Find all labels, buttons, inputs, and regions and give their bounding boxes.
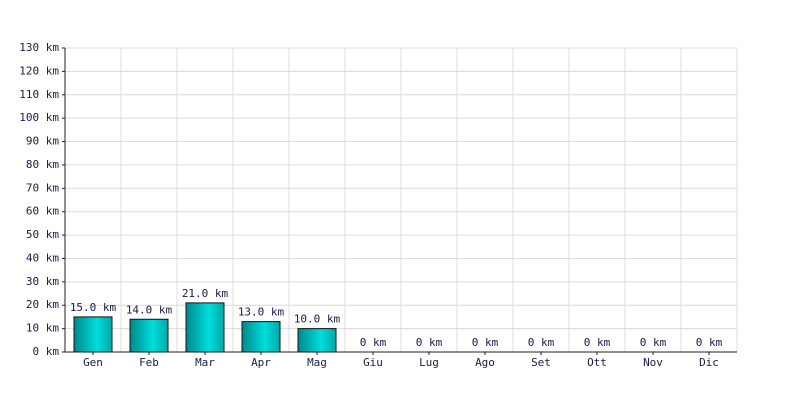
value-label: 0 km — [472, 336, 499, 349]
value-label: 0 km — [528, 336, 555, 349]
x-tick-label: Feb — [139, 356, 159, 369]
y-tick-label: 110 km — [19, 88, 59, 101]
y-tick-label: 90 km — [26, 135, 59, 148]
value-label: 0 km — [360, 336, 387, 349]
bar — [185, 302, 225, 353]
x-tick-label: Set — [531, 356, 551, 369]
y-tick-label: 120 km — [19, 64, 59, 77]
x-tick-label: Mag — [307, 356, 327, 369]
y-tick-label: 60 km — [26, 205, 59, 218]
value-label: 10.0 km — [294, 313, 341, 326]
value-label: 21.0 km — [182, 287, 229, 300]
x-tick-label: Apr — [251, 356, 271, 369]
y-tick-label: 40 km — [26, 251, 59, 264]
bar — [73, 316, 113, 353]
value-label: 0 km — [640, 336, 667, 349]
y-tick-label: 30 km — [26, 275, 59, 288]
value-label: 14.0 km — [126, 303, 173, 316]
y-tick-label: 20 km — [26, 298, 59, 311]
x-tick-label: Lug — [419, 356, 439, 369]
bar — [129, 318, 169, 353]
value-label: 0 km — [696, 336, 723, 349]
y-tick-label: 130 km — [19, 41, 59, 54]
x-tick-label: Ott — [587, 356, 607, 369]
y-tick-label: 80 km — [26, 158, 59, 171]
y-tick-label: 100 km — [19, 111, 59, 124]
x-tick-label: Dic — [699, 356, 719, 369]
bar — [297, 328, 337, 353]
value-label: 0 km — [416, 336, 443, 349]
y-tick-label: 0 km — [33, 345, 60, 358]
x-tick-label: Giu — [363, 356, 383, 369]
y-tick-label: 10 km — [26, 322, 59, 335]
value-label: 13.0 km — [238, 306, 285, 319]
y-tick-label: 70 km — [26, 181, 59, 194]
x-tick-label: Gen — [83, 356, 103, 369]
x-tick-label: Ago — [475, 356, 495, 369]
bar — [241, 321, 281, 353]
x-tick-label: Mar — [195, 356, 215, 369]
x-tick-label: Nov — [643, 356, 663, 369]
value-label: 15.0 km — [70, 301, 117, 314]
y-tick-label: 50 km — [26, 228, 59, 241]
value-label: 0 km — [584, 336, 611, 349]
